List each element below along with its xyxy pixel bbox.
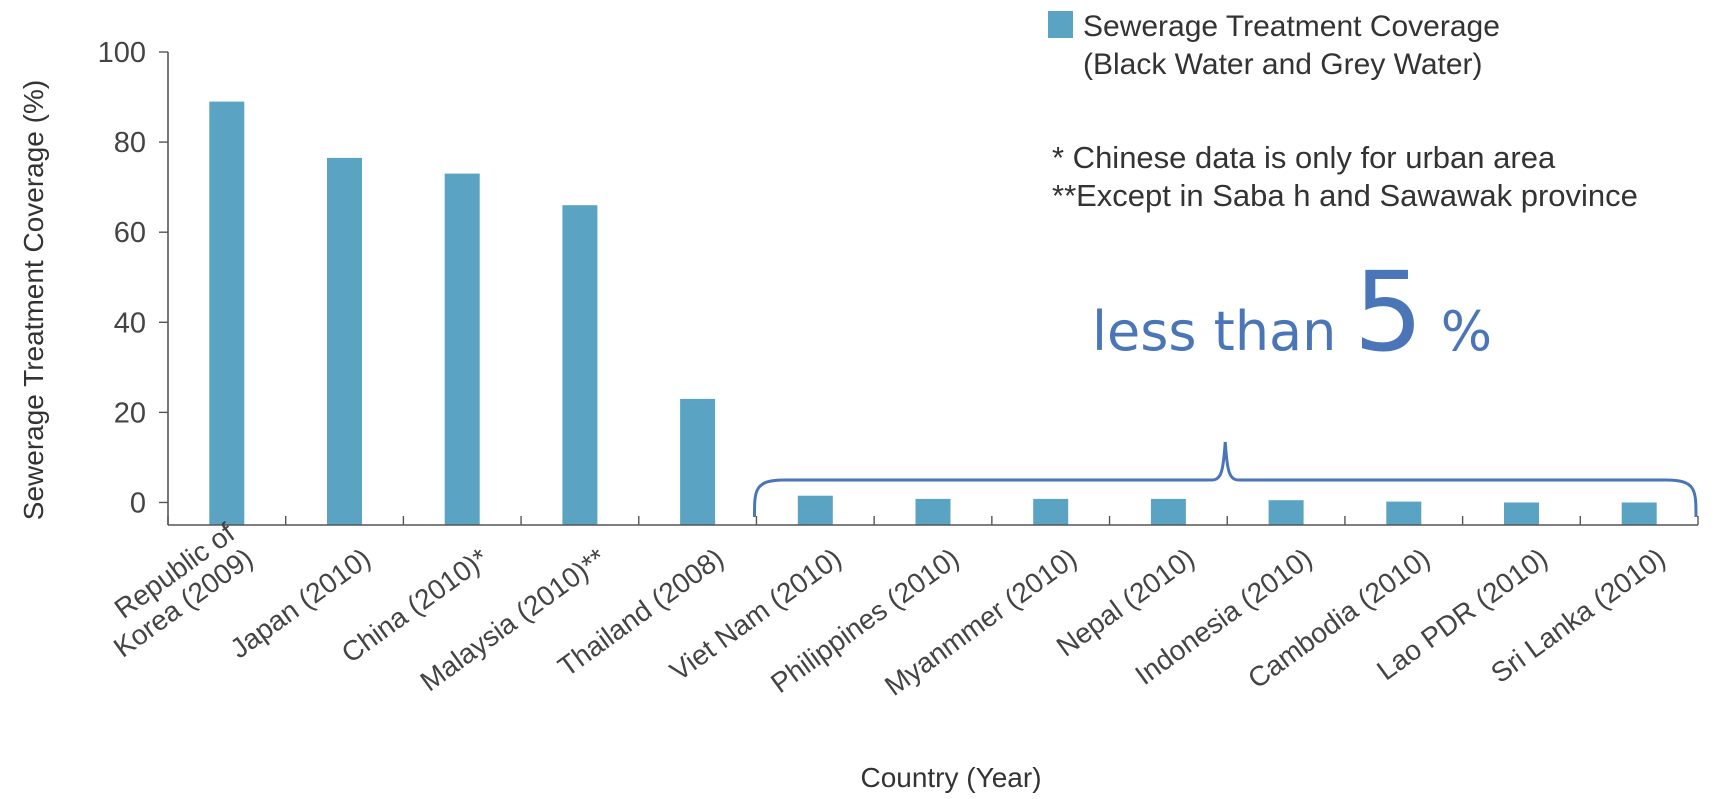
legend-swatch xyxy=(1048,11,1073,38)
y-tick-label-40: 40 xyxy=(114,307,146,339)
x-axis-title: Country (Year) xyxy=(860,762,1041,793)
y-tick-label-100: 100 xyxy=(98,37,146,69)
note-malaysia: **Except in Saba h and Sawawak province xyxy=(1052,178,1638,213)
footnotes: * Chinese data is only for urban area **… xyxy=(1052,140,1638,213)
x-tick-label-line: Myanmmer (2010) xyxy=(879,542,1082,702)
bar-7 xyxy=(1033,498,1069,525)
x-tick-label-7: Myanmmer (2010) xyxy=(879,542,1082,702)
curly-brace xyxy=(752,441,1698,518)
note-china: * Chinese data is only for urban area xyxy=(1052,140,1556,175)
axes-layer xyxy=(159,51,1699,526)
less-than-annotation: less than 5 % xyxy=(1092,248,1492,376)
bar-12 xyxy=(1621,502,1657,525)
bar-2 xyxy=(444,173,480,525)
y-tick-label-60: 60 xyxy=(114,217,146,249)
bar-9 xyxy=(1268,500,1304,525)
legend-label-line1: Sewerage Treatment Coverage xyxy=(1083,10,1500,43)
annotation-suffix: % xyxy=(1424,300,1492,363)
y-tick-label-80: 80 xyxy=(114,127,146,159)
bar-4 xyxy=(680,398,716,525)
bar-10 xyxy=(1386,501,1422,525)
y-tick-label-20: 20 xyxy=(114,397,146,429)
y-axis-title: Sewerage Treatment Coverage (%) xyxy=(18,80,49,520)
bar-11 xyxy=(1504,502,1539,525)
bar-3 xyxy=(562,205,598,525)
bar-1 xyxy=(327,157,362,525)
y-tick-label-0: 0 xyxy=(130,487,146,519)
annotation-prefix: less than xyxy=(1092,300,1354,363)
bar-6 xyxy=(915,498,951,525)
bar-5 xyxy=(797,495,833,525)
annotation-number: 5 xyxy=(1354,248,1424,376)
legend: Sewerage Treatment Coverage (Black Water… xyxy=(1048,10,1500,81)
bar-0 xyxy=(209,101,245,525)
bar-8 xyxy=(1150,498,1186,525)
legend-label-line2: (Black Water and Grey Water) xyxy=(1083,48,1483,81)
bars-layer xyxy=(209,101,1657,525)
